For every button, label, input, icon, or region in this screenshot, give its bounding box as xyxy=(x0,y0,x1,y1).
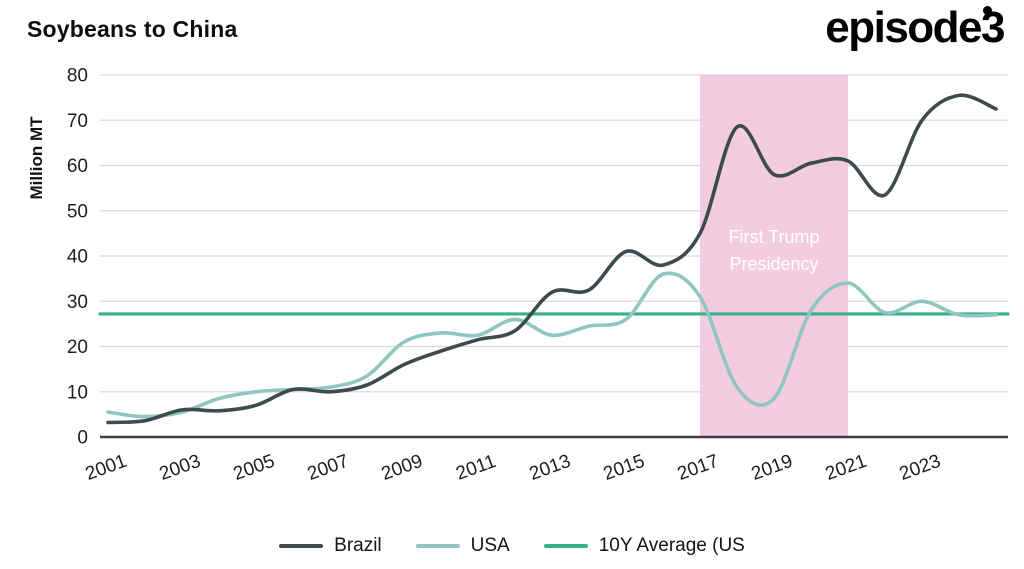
series-line-usa xyxy=(106,271,998,419)
legend-swatch-brazil xyxy=(279,543,324,549)
legend-item-brazil: Brazil xyxy=(279,535,382,557)
chart-legend: Brazil USA 10Y Average (US xyxy=(0,535,1024,557)
x-tick-label: 2013 xyxy=(527,451,574,485)
x-tick-label: 2005 xyxy=(231,451,278,485)
line-chart: First Trump Presidency 0 10 20 30 40 50 60 70 80 20… xyxy=(27,66,1010,485)
y-tick-label: 0 xyxy=(77,428,88,449)
x-tick-label: 2011 xyxy=(453,451,499,485)
episode3-logo: episode3 xyxy=(825,2,1005,54)
band-label-line1: First Trump xyxy=(728,227,819,247)
y-tick-label: 60 xyxy=(67,156,88,177)
x-tick-label: 2007 xyxy=(305,451,352,485)
series-line-brazil xyxy=(106,93,998,425)
highlight-band xyxy=(700,75,848,437)
logo-text: episode3 xyxy=(825,3,1005,52)
y-tick-label: 70 xyxy=(67,111,88,132)
legend-swatch-10y-average xyxy=(543,543,588,549)
y-tick-label: 20 xyxy=(67,337,88,358)
x-tick-label: 2019 xyxy=(749,451,796,485)
y-tick-label: 30 xyxy=(67,292,88,313)
y-axis-title: Million MT xyxy=(27,116,46,200)
page-title: Soybeans to China xyxy=(27,16,238,42)
y-tick-label: 40 xyxy=(67,247,88,268)
x-tick-label: 2017 xyxy=(675,451,722,485)
x-tick-label: 2021 xyxy=(823,451,870,485)
legend-label-usa: USA xyxy=(470,535,510,556)
legend-swatch-usa xyxy=(415,543,460,549)
x-tick-label: 2003 xyxy=(157,451,204,485)
x-tick-label: 2015 xyxy=(601,451,648,485)
legend-label-10y-average: 10Y Average (US xyxy=(598,535,745,556)
legend-item-10y-average: 10Y Average (US xyxy=(543,535,745,557)
x-tick-label: 2023 xyxy=(897,451,944,485)
legend-item-usa: USA xyxy=(415,535,510,557)
logo-dot-icon xyxy=(983,6,992,15)
y-tick-label: 10 xyxy=(67,382,88,403)
legend-label-brazil: Brazil xyxy=(334,535,382,556)
y-tick-label: 50 xyxy=(67,201,88,222)
y-tick-label: 80 xyxy=(67,66,88,87)
band-label-line2: Presidency xyxy=(729,254,818,274)
x-tick-label: 2001 xyxy=(83,451,130,485)
x-tick-label: 2009 xyxy=(379,451,426,485)
